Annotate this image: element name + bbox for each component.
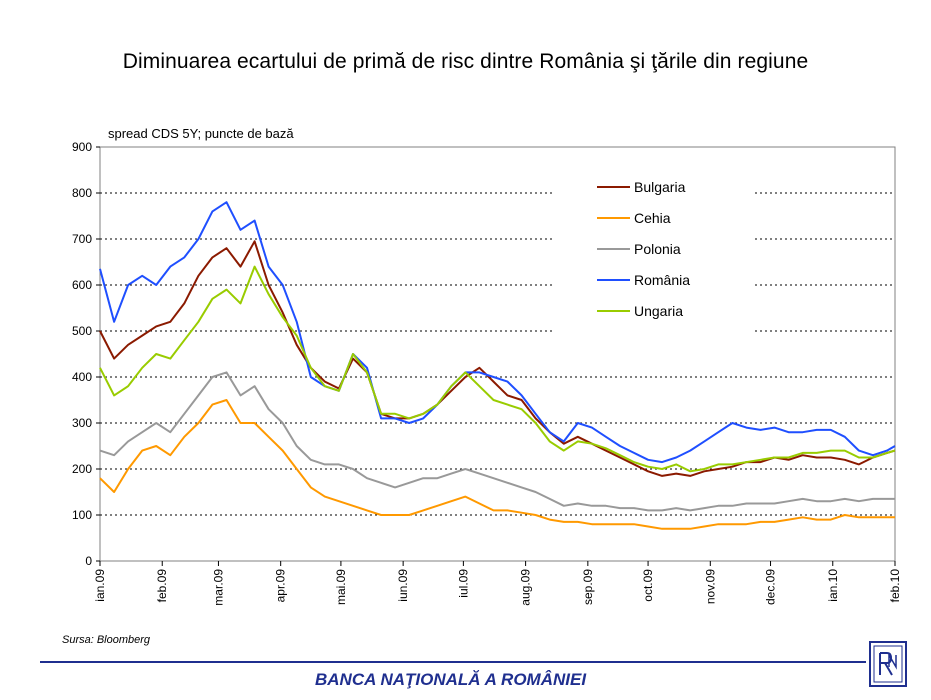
series-line-bulgaria (99, 240, 896, 477)
series-line-cehia (99, 399, 895, 530)
series-line-ungaria (99, 265, 896, 473)
x-tick-label: mai.09 (334, 569, 348, 605)
x-tick-label: feb.09 (155, 569, 169, 603)
series-line-polonia (99, 371, 895, 512)
y-tick-label: 200 (72, 462, 92, 476)
page-title: Diminuarea ecartului de primă de risc di… (122, 50, 809, 73)
x-tick-label: iul.09 (456, 569, 470, 598)
x-tick-label: nov.09 (703, 569, 717, 604)
y-tick-label: 100 (72, 508, 92, 522)
x-tick-label: oct.09 (641, 569, 655, 602)
legend-label: Cehia (634, 210, 671, 226)
footer-divider (40, 661, 866, 663)
x-tick-label: mar.09 (211, 569, 225, 606)
plot-area (99, 146, 896, 562)
y-tick-label: 900 (72, 140, 92, 154)
x-tick-label: sep.09 (581, 569, 595, 605)
y-tick-label: 800 (72, 186, 92, 200)
x-tick-label: iun.09 (396, 569, 410, 602)
y-tick-label: 600 (72, 278, 92, 292)
source-note: Sursa: Bloomberg (62, 634, 151, 646)
legend-label: România (634, 272, 690, 288)
y-axis-label: spread CDS 5Y; puncte de bază (108, 126, 294, 141)
y-tick-label: 0 (85, 554, 92, 568)
x-tick-label: dec.09 (764, 569, 778, 605)
legend-box (555, 172, 755, 332)
x-tick-label: ian.10 (826, 569, 840, 602)
x-tick-label: apr.09 (274, 569, 288, 603)
y-tick-label: 500 (72, 324, 92, 338)
legend-label: Polonia (634, 241, 681, 257)
institution-name: BANCA NAŢIONALĂ A ROMÂNIEI (315, 670, 587, 689)
x-tick-label: ian.09 (93, 569, 107, 602)
legend-label: Bulgaria (634, 179, 686, 195)
y-tick-label: 400 (72, 370, 92, 384)
bnr-logo-icon (869, 641, 907, 687)
y-tick-label: 700 (72, 232, 92, 246)
x-tick-label: aug.09 (519, 569, 533, 606)
x-tick-label: feb.10 (888, 569, 902, 603)
cds-spread-chart: 0 100 200 300 400 500 600 700 800 900 ian.09 feb.0… (72, 126, 902, 606)
legend-label: Ungaria (634, 303, 683, 319)
y-tick-label: 300 (72, 416, 92, 430)
series-line-românia (99, 201, 896, 464)
